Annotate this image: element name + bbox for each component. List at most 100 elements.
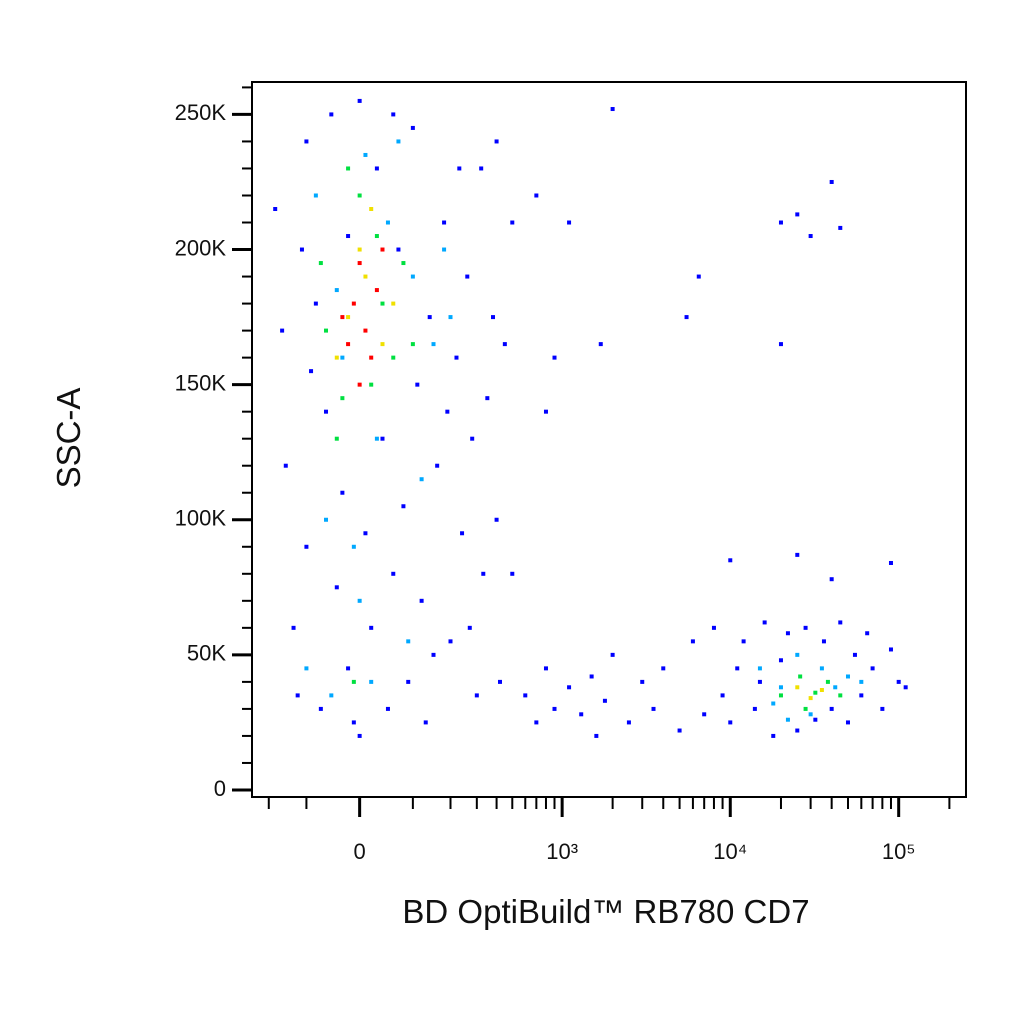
point <box>406 639 411 644</box>
x-tick-label: 10⁵ <box>882 839 916 864</box>
point <box>833 685 838 690</box>
point <box>427 315 432 320</box>
x-tick-label: 0 <box>354 839 366 864</box>
point <box>865 631 870 636</box>
point <box>494 139 499 144</box>
point <box>795 728 800 733</box>
point <box>340 315 345 320</box>
point <box>510 571 515 576</box>
point <box>838 620 843 625</box>
point <box>803 706 808 711</box>
point <box>757 666 762 671</box>
point <box>309 369 314 374</box>
point <box>391 301 396 306</box>
y-tick-label: 200K <box>175 235 227 260</box>
point <box>640 679 645 684</box>
point <box>825 679 830 684</box>
point <box>813 717 818 722</box>
point <box>859 693 864 698</box>
point <box>351 679 356 684</box>
point <box>410 125 415 130</box>
point <box>778 342 783 347</box>
point <box>543 409 548 414</box>
point <box>677 728 682 733</box>
point <box>465 274 470 279</box>
point <box>567 220 572 225</box>
point <box>435 463 440 468</box>
point <box>798 674 803 679</box>
point <box>318 261 323 266</box>
point <box>410 274 415 279</box>
point <box>304 139 309 144</box>
point <box>819 687 824 692</box>
point <box>283 463 288 468</box>
point <box>329 693 334 698</box>
y-axis-title: SSC-A <box>50 388 87 489</box>
point <box>291 625 296 630</box>
point <box>888 560 893 565</box>
point <box>778 220 783 225</box>
point <box>795 652 800 657</box>
point <box>318 706 323 711</box>
y-tick-label: 50K <box>187 641 226 666</box>
point <box>728 558 733 563</box>
point <box>728 720 733 725</box>
point <box>374 234 379 239</box>
point <box>870 666 875 671</box>
point <box>313 301 318 306</box>
point <box>401 504 406 509</box>
y-tick-label: 250K <box>175 100 227 125</box>
point <box>448 315 453 320</box>
point <box>273 207 278 212</box>
x-tick-label: 10⁴ <box>713 839 747 864</box>
point <box>589 674 594 679</box>
point <box>396 247 401 252</box>
point <box>702 712 707 717</box>
point <box>346 315 351 320</box>
point <box>803 625 808 630</box>
point <box>778 693 783 698</box>
point <box>369 207 374 212</box>
point <box>457 166 462 171</box>
point <box>391 571 396 576</box>
point <box>363 152 368 157</box>
point <box>346 666 351 671</box>
point <box>661 666 666 671</box>
point <box>474 693 479 698</box>
point <box>752 706 757 711</box>
point <box>481 571 486 576</box>
point <box>684 315 689 320</box>
point <box>346 342 351 347</box>
point <box>762 620 767 625</box>
point <box>785 717 790 722</box>
point <box>903 685 908 690</box>
point <box>510 220 515 225</box>
point <box>334 436 339 441</box>
point <box>295 693 300 698</box>
point <box>442 220 447 225</box>
point <box>808 712 813 717</box>
point <box>313 193 318 198</box>
point <box>497 679 502 684</box>
point <box>594 733 599 738</box>
point <box>304 666 309 671</box>
point <box>896 679 901 684</box>
point <box>552 355 557 360</box>
point <box>795 552 800 557</box>
point <box>445 409 450 414</box>
point <box>821 639 826 644</box>
point <box>396 139 401 144</box>
point <box>711 625 716 630</box>
y-tick-label: 100K <box>175 506 227 531</box>
point <box>829 706 834 711</box>
point <box>479 166 484 171</box>
point <box>351 544 356 549</box>
point <box>523 693 528 698</box>
point <box>442 247 447 252</box>
point <box>819 666 824 671</box>
point <box>880 706 885 711</box>
point <box>363 328 368 333</box>
point <box>771 701 776 706</box>
point <box>410 342 415 347</box>
